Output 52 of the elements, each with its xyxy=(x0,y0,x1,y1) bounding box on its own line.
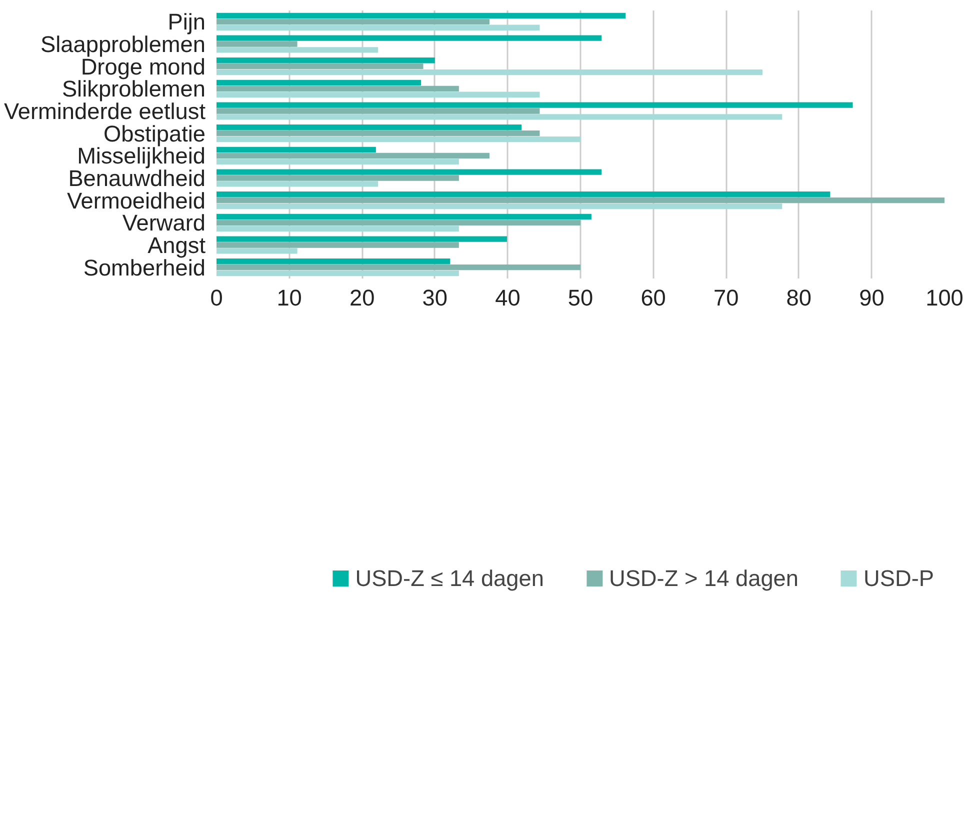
bar xyxy=(216,18,490,24)
bar xyxy=(216,102,853,108)
bar xyxy=(216,108,540,114)
bar xyxy=(216,270,459,276)
bar xyxy=(216,12,626,19)
bar xyxy=(216,92,540,98)
bar xyxy=(216,124,522,130)
x-tick-label: 50 xyxy=(568,284,594,310)
x-tick-label: 30 xyxy=(422,284,448,310)
y-tick-label: Obstipatie xyxy=(103,120,206,146)
bar xyxy=(216,35,602,41)
legend-label: USD-P xyxy=(864,564,934,592)
bar xyxy=(216,136,580,142)
bar xyxy=(216,192,830,198)
y-tick-label: Pijn xyxy=(168,8,206,35)
bar xyxy=(216,24,540,30)
x-tick-label: 60 xyxy=(640,284,666,310)
bar xyxy=(216,130,540,136)
x-tick-label: 20 xyxy=(350,284,375,310)
bar xyxy=(216,264,580,270)
bar xyxy=(216,146,376,153)
bar xyxy=(216,114,782,120)
x-tick-label: 70 xyxy=(714,284,739,310)
bar xyxy=(216,181,378,187)
bar xyxy=(216,242,459,248)
x-tick-label: 80 xyxy=(786,284,812,310)
x-tick-label: 100 xyxy=(926,284,964,310)
bar xyxy=(216,86,459,92)
legend-label: USD-Z > 14 dagen xyxy=(608,564,798,592)
bar xyxy=(216,152,490,158)
bar xyxy=(216,236,507,242)
bar xyxy=(216,169,602,175)
bar xyxy=(216,47,378,53)
bar xyxy=(216,248,298,254)
bar xyxy=(216,226,459,232)
x-tick-label: 90 xyxy=(859,284,884,310)
bar xyxy=(216,69,762,76)
bar xyxy=(216,64,424,70)
bar xyxy=(216,203,782,210)
bar xyxy=(216,220,580,226)
bar xyxy=(216,175,459,181)
bar xyxy=(216,158,459,164)
x-tick-label: 0 xyxy=(210,284,223,310)
legend-label: USD-Z ≤ 14 dagen xyxy=(355,564,544,592)
bar xyxy=(216,41,298,47)
x-tick-label: 10 xyxy=(276,284,302,310)
bar xyxy=(216,198,944,204)
x-tick-label: 40 xyxy=(495,284,520,310)
bar xyxy=(216,80,422,86)
bar xyxy=(216,258,450,264)
bar xyxy=(216,58,435,64)
bar xyxy=(216,214,592,220)
